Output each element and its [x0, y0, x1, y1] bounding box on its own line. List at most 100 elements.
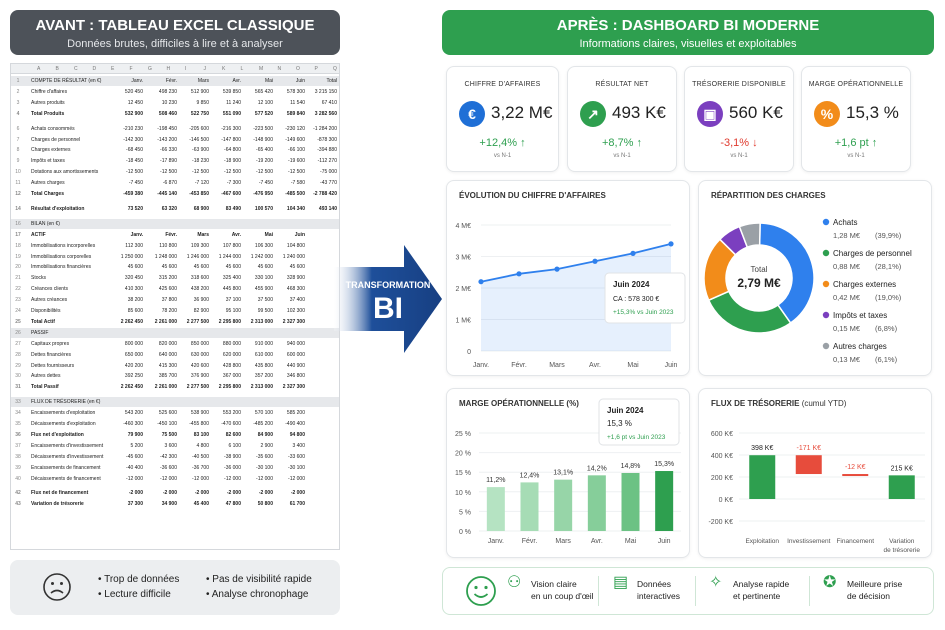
row-number: 34 — [15, 410, 21, 417]
y-tick-label: 400 K€ — [711, 453, 733, 460]
bar — [621, 472, 640, 531]
cell: -30 100 — [256, 464, 273, 471]
cell: -453 850 — [189, 191, 209, 197]
row-number: 20 — [15, 264, 21, 271]
cell: -490 400 — [285, 421, 305, 427]
cell: 12 450 — [127, 99, 143, 106]
kpi-value: 15,3 % — [846, 103, 899, 122]
cell: 95 100 — [225, 308, 241, 314]
cell: -1 284 200 — [313, 125, 337, 132]
cell: 498 230 — [158, 88, 177, 95]
cell: 525 600 — [158, 410, 177, 417]
row-number: 11 — [15, 180, 21, 187]
revenue-chart-card[interactable]: ÉVOLUTION DU CHIFFRE D'AFFAIRES 0 1 M€ 2 M… — [446, 180, 690, 376]
cell: 107 800 — [222, 242, 241, 249]
cell: 104 340 — [286, 205, 305, 212]
sheet-row: 2 Chiffre d'affaires 520 450 498 230 512 900… — [11, 87, 339, 97]
data-label: 11,2% — [486, 477, 505, 484]
cell: -142 300 — [123, 136, 143, 143]
row-number: 22 — [15, 286, 21, 293]
cell: 376 900 — [190, 373, 209, 380]
cell: -210 230 — [123, 125, 143, 132]
cell: 94 800 — [289, 431, 305, 438]
cell: 415 300 — [158, 362, 177, 369]
bar — [554, 479, 573, 531]
row-number: 14 — [15, 205, 21, 212]
kpi-comparison: vs N-1 — [493, 153, 512, 159]
sheet-row: 26 PASSIF — [11, 327, 339, 338]
margin-chart-card[interactable]: MARGE OPÉRATIONNELLE (%) 0 % 5 % 10 % 15 % 2… — [446, 388, 690, 558]
row-label: Charges de personnel — [31, 136, 81, 143]
legend-marker — [822, 342, 830, 350]
series-area — [481, 243, 671, 351]
cell: -146 500 — [189, 136, 209, 143]
charges-donut-chart: Total 2,79 M€ Achats 1,28 M€ (39,9%) Charges … — [703, 218, 912, 364]
cell: 85 600 — [127, 308, 143, 314]
row-label: Immobilisations corporelles — [31, 253, 92, 260]
data-label: 12,4% — [520, 472, 540, 479]
kpi-card[interactable]: MARGE OPÉRATIONNELLE% 15,3 % +1,6 pt ↑ vs N… — [801, 66, 911, 172]
cell: 5 200 — [130, 442, 143, 449]
column-letter: O — [296, 66, 300, 72]
cell: Mars — [197, 78, 209, 84]
cell: 585 200 — [286, 410, 305, 417]
cell: -12 500 — [192, 169, 209, 176]
cell: 520 450 — [124, 88, 143, 95]
x-tick-label: Févr. — [511, 362, 527, 369]
x-tick-label: Avr. — [591, 538, 603, 545]
y-tick-label: 3 M€ — [455, 255, 471, 262]
sheet-row: 6 Achats consommés -210 230 -198 450 -205 60… — [11, 124, 339, 134]
cell: -64 800 — [224, 147, 241, 154]
sheet-row: 21 Stocks 320 450 315 200 318 600 325 400 330 … — [11, 273, 339, 283]
sheet-row: 36 Flux net d'exploitation 79 900 75 500 83 … — [11, 430, 339, 440]
row-number: 4 — [16, 110, 20, 117]
row-number: 43 — [15, 501, 21, 508]
series-line — [480, 243, 672, 283]
data-point — [630, 250, 636, 256]
data-label: 215 K€ — [891, 465, 913, 472]
tooltip-title: Juin 2024 — [607, 406, 644, 415]
cell: 36 900 — [193, 297, 209, 304]
person-icon: ⚇ — [507, 574, 522, 591]
charges-chart-card[interactable]: RÉPARTITION DES CHARGES Total 2,79 M€ Acha… — [698, 180, 932, 376]
cell: -18 900 — [224, 158, 241, 165]
x-tick-label: Mars — [555, 538, 571, 545]
sheet-row: 29 Dettes fournisseurs 420 200 415 300 420 6… — [11, 361, 339, 371]
kpi-card[interactable]: TRÉSORERIE DISPONIBLE ▣ 560 K€ -3,1% ↓ vs N-… — [684, 66, 794, 172]
y-tick-label: 15 % — [455, 470, 471, 477]
row-label: PASSIF — [31, 329, 49, 336]
cell: Avr. — [232, 78, 241, 84]
cashflow-chart-card[interactable]: FLUX DE TRÉSORERIE (cumul YTD) -200 K€ 0 … — [698, 388, 932, 558]
issue-item: • Analyse chronophage — [206, 589, 309, 600]
data-label: 14,2% — [587, 465, 607, 472]
legend-percent: (19,0%) — [875, 293, 902, 302]
cell: -63 900 — [192, 147, 209, 154]
cell: 67 410 — [321, 99, 337, 106]
column-letter: F — [129, 66, 133, 72]
kpi-card[interactable]: RÉSULTAT NET ↗ 493 K€ +8,7% ↑ vs N-1 — [567, 66, 677, 172]
excel-sheet[interactable]: A B C D E F G H I J K L M N O P Q 1 COMPTE DE RÉSULTAT (e… — [10, 63, 340, 550]
legend-name: Achats — [833, 218, 857, 227]
cell: 420 600 — [190, 362, 209, 369]
donut-center-label: Total — [751, 265, 768, 274]
kpi-card[interactable]: CHIFFRE D'AFFAIRES €3,22 M€ +12,4% ↑ vs N-1 — [446, 66, 559, 172]
cell: 640 000 — [158, 351, 177, 358]
cell: -12 000 — [224, 475, 241, 482]
revenue-line-chart: 0 1 M€ 2 M€ 3 M€ 4 M€ Janv. Févr. Mars Avr. Mai Ju… — [455, 223, 686, 369]
x-tick-label: Variation — [889, 538, 915, 545]
y-tick-label: 0 — [467, 349, 471, 356]
cell: 468 300 — [286, 286, 305, 293]
cell: Avr. — [231, 231, 241, 238]
issue-item: • Trop de données — [98, 574, 180, 585]
cell: 1 250 000 — [120, 253, 143, 260]
cell: 45 600 — [289, 264, 305, 271]
cell: -65 400 — [256, 147, 273, 154]
kpi-delta: +12,4% ↑ — [479, 137, 526, 149]
row-number: 27 — [15, 340, 21, 347]
sheet-row: 28 Dettes financières 650 000 640 000 630 00… — [11, 350, 339, 360]
before-subtitle: Données brutes, difficiles à lire et à a… — [67, 38, 283, 50]
row-label: Dettes fournisseurs — [31, 362, 75, 369]
cell: 2 261 000 — [154, 384, 177, 391]
cell: -7 450 — [258, 180, 273, 187]
legend-value: 0,88 M€ — [833, 262, 861, 271]
